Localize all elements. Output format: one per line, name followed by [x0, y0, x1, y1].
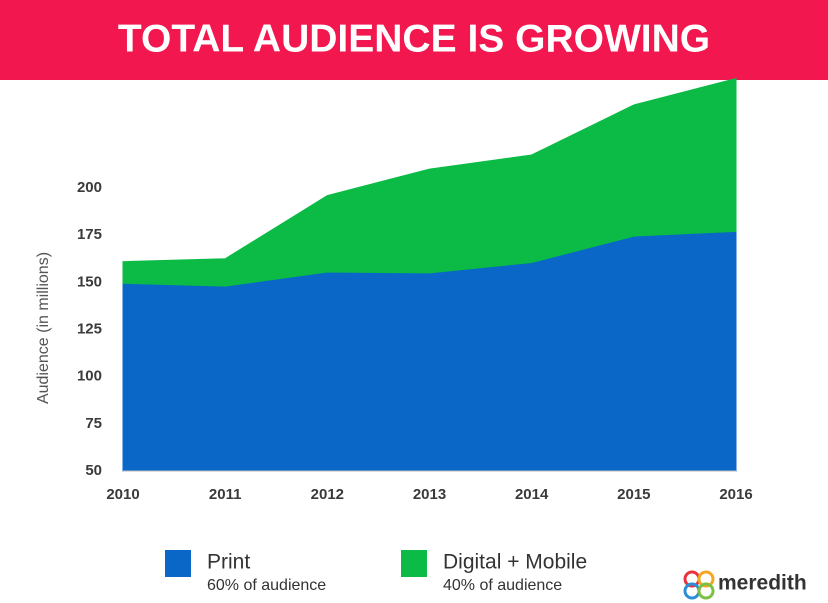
x-tick-label: 2016 [719, 486, 752, 503]
legend-note: 60% of audience [207, 577, 326, 594]
y-tick-label: 200 [77, 179, 102, 196]
chart-title: TOTAL AUDIENCE IS GROWING [118, 17, 710, 60]
y-axis-label: Audience (in millions) [35, 252, 52, 404]
x-tick-label: 2011 [209, 486, 242, 503]
legend-label: Print [207, 551, 250, 574]
y-tick-label: 50 [85, 462, 102, 479]
area [122, 77, 737, 287]
y-tick-label: 75 [85, 415, 102, 432]
y-tick-label: 175 [77, 226, 102, 243]
y-tick-label: 100 [77, 368, 102, 385]
logo-text: meredith [718, 572, 807, 595]
x-tick-label: 2013 [413, 486, 446, 503]
legend-label: Digital + Mobile [443, 551, 587, 574]
y-tick-label: 125 [77, 320, 102, 337]
title-banner [0, 0, 828, 80]
x-tick-label: 2015 [617, 486, 650, 503]
legend-note: 40% of audience [443, 577, 562, 594]
legend-swatch [401, 550, 427, 577]
x-tick-label: 2012 [311, 486, 344, 503]
x-tick-label: 2014 [515, 486, 549, 503]
y-tick-label: 150 [77, 273, 102, 290]
legend-swatch [165, 550, 191, 577]
x-tick-label: 2010 [106, 486, 139, 503]
logo-icon [683, 570, 715, 600]
